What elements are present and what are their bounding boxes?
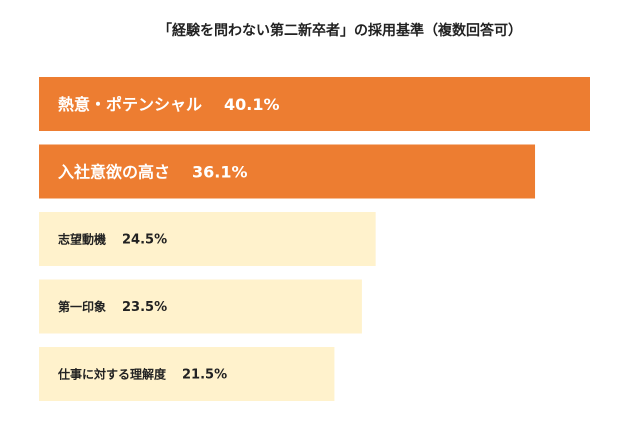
bar-category-label: 熱意・ポテンシャル xyxy=(58,95,202,114)
bar-value-label: 40.1% xyxy=(224,95,280,114)
bar-value-label: 36.1% xyxy=(192,162,248,181)
bar-category-label: 入社意欲の高さ xyxy=(58,162,170,181)
bar-4 xyxy=(39,279,362,334)
bar-value-label: 23.5% xyxy=(122,300,167,315)
bar-2 xyxy=(39,144,536,199)
bar-3 xyxy=(39,212,376,266)
bar-5 xyxy=(39,347,335,401)
bar-1 xyxy=(39,77,590,131)
bar-category-label: 仕事に対する理解度 xyxy=(57,366,167,381)
bar-category-label: 志望動機 xyxy=(58,231,106,246)
chart-title: 「経験を問わない第二新卒者」の採用基準（複数回答可） xyxy=(158,23,522,39)
bar-category-label: 第一印象 xyxy=(58,299,106,314)
bar-value-label: 24.5% xyxy=(122,232,167,247)
bar-value-label: 21.5% xyxy=(182,367,227,382)
